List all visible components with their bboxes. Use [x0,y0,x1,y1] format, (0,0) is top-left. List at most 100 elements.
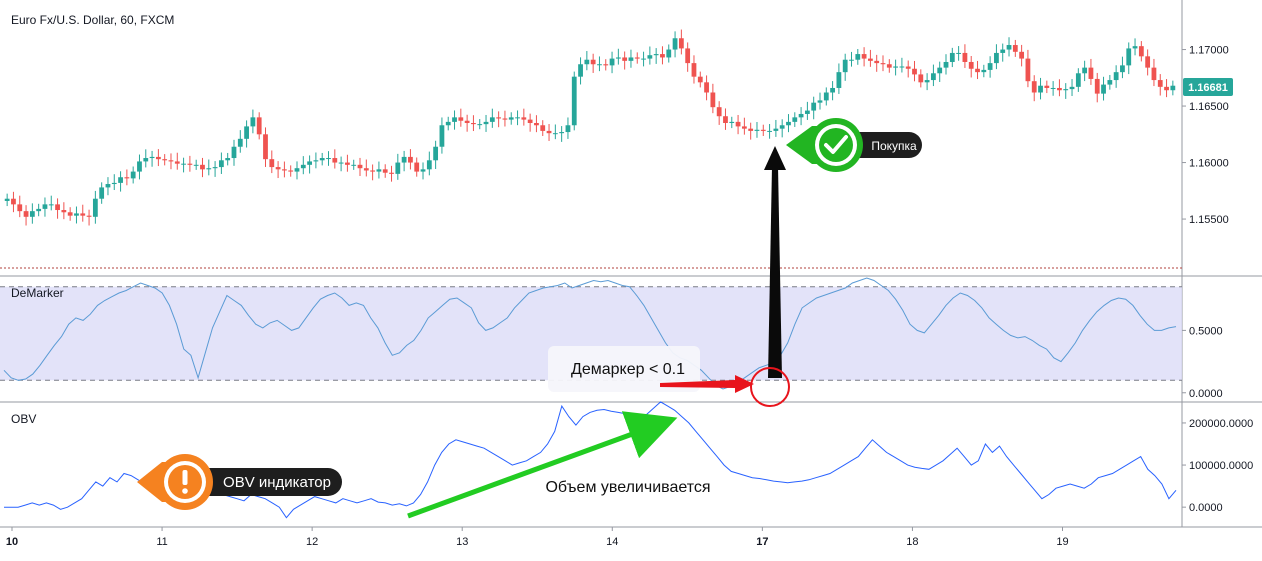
candle [981,64,987,78]
candle [559,126,565,142]
candle [653,48,659,64]
candle [294,161,300,180]
candle [332,149,338,169]
candle [949,47,955,68]
candle [36,203,42,217]
candle [685,42,691,72]
candle [1151,58,1157,87]
buy-signal-arrow [764,146,786,378]
candle [880,55,886,72]
volume-rising-arrow [407,411,678,519]
candle [1044,80,1050,94]
candle [571,71,577,131]
candle [804,101,810,120]
candle [17,195,23,218]
obv-axis: 200000.0000 100000.0000 0.0000 [1182,418,1253,514]
candle [23,205,29,226]
time-tick-label: 17 [756,536,768,548]
candle [206,159,212,176]
candle [181,157,186,173]
candle [124,169,130,186]
candle [622,51,628,70]
candle [1126,42,1132,75]
candle [1094,72,1100,103]
candle [855,48,861,65]
time-tick-label: 14 [606,536,618,548]
candle [918,69,924,88]
candle [842,53,848,81]
time-axis: 10 11 12 13 14 17 18 19 [6,527,1069,548]
candle [817,92,823,110]
demarker-title: DeMarker [11,286,64,300]
candle [363,159,369,177]
candle [874,54,880,72]
candle [42,197,48,217]
candle [426,151,432,176]
candle [143,149,149,168]
candle [471,115,476,132]
candle [282,161,287,178]
candle [61,202,67,220]
candle [735,114,741,135]
candle [193,159,199,170]
buy-callout: Покупка [786,118,922,172]
candle [168,153,174,170]
candle [1031,75,1037,102]
candle [111,174,117,191]
candle [1038,77,1043,100]
candle [74,206,79,224]
candle [534,115,539,133]
demarker-signal-circle [750,367,790,407]
price-pane [0,0,1182,276]
candle [931,64,936,87]
candle [149,150,155,167]
candle [130,166,136,184]
time-tick-label: 11 [156,536,167,548]
candle [565,117,571,139]
time-tick-label: 12 [306,536,318,548]
last-price-text: 1.16681 [1188,82,1228,94]
candle [987,56,993,78]
candle [319,152,325,166]
demarker-red-arrow [660,375,754,393]
candle [937,61,943,82]
time-tick-label: 13 [456,536,468,548]
volume-rising-text: Объем увеличивается [545,479,710,496]
price-tick-label: 1.15500 [1189,214,1229,226]
candle [760,124,766,136]
time-tick-label: 19 [1056,536,1068,548]
candle [905,60,911,78]
candle [552,124,558,140]
candle [313,152,319,169]
price-axis: 1.17000 1.16500 1.16000 1.15500 [1182,45,1229,226]
candle [678,29,684,55]
candle [508,112,514,125]
candle [1145,49,1151,76]
candle [1088,58,1094,85]
candle [29,203,35,224]
candle [92,190,98,224]
candle [1082,60,1088,82]
candle [477,119,483,130]
time-tick-label: 10 [6,536,18,548]
candle [433,140,439,169]
candle [1063,83,1069,99]
obv-title: OBV [11,412,36,426]
candle [67,207,73,221]
candle [792,112,798,127]
obv-callout: OBV индикатор [137,454,342,510]
demarker-line [3,277,1177,390]
candle [338,156,344,172]
candle [1012,39,1018,57]
candle [968,55,974,78]
candle [748,122,754,140]
candle [212,161,218,177]
candle [886,59,892,73]
candle [237,130,243,153]
price-tick-label: 1.16000 [1189,158,1229,170]
candle [798,107,804,126]
demarker-callout-text: Демаркер < 0.1 [571,361,685,378]
candle [137,154,142,180]
candle [634,52,640,64]
